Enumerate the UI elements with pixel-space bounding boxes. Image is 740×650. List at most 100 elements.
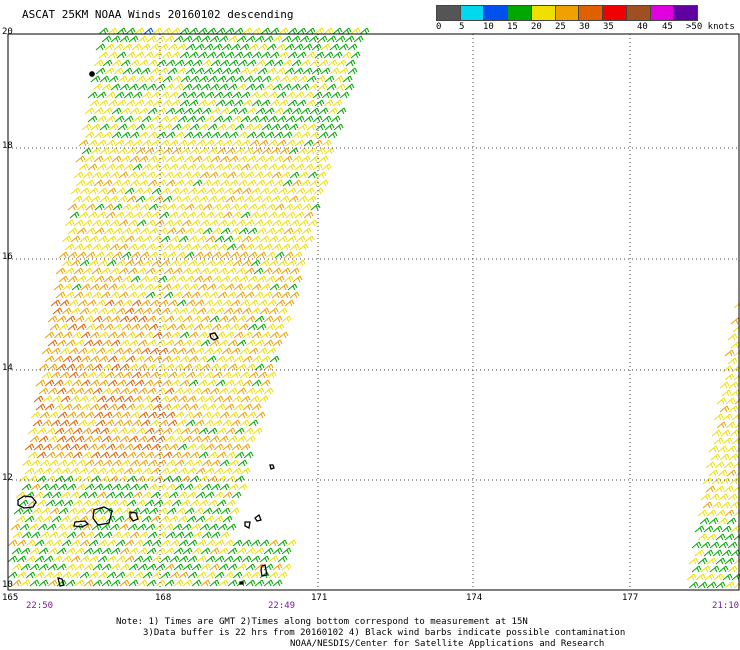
- wind-barb: [211, 227, 222, 235]
- wind-barb: [181, 523, 192, 531]
- wind-barb: [223, 235, 234, 243]
- wind-barb: [134, 51, 145, 59]
- wind-barb: [83, 363, 94, 371]
- wind-barb: [61, 555, 72, 563]
- wind-barb: [146, 315, 157, 323]
- wind-barb: [162, 195, 173, 203]
- wind-barb: [244, 267, 255, 275]
- wind-barb: [45, 475, 56, 483]
- wind-barb: [132, 115, 143, 123]
- wind-barb: [74, 563, 85, 571]
- wind-barb: [92, 563, 103, 571]
- wind-barb: [125, 99, 136, 107]
- wind-barb: [164, 563, 175, 571]
- wind-barb: [182, 83, 193, 91]
- wind-barb: [212, 371, 223, 379]
- wind-barb: [133, 187, 144, 195]
- wind-barb: [119, 579, 130, 587]
- wind-barb: [83, 435, 94, 443]
- wind-barb: [729, 429, 740, 437]
- wind-barb: [132, 139, 143, 147]
- wind-barb: [148, 227, 159, 235]
- wind-barb: [240, 115, 251, 123]
- wind-barb: [271, 219, 282, 227]
- wind-barb: [227, 387, 238, 395]
- wind-barb: [147, 411, 158, 419]
- note-line: Note: 1) Times are GMT 2)Times along bot…: [116, 617, 528, 627]
- wind-barb: [135, 427, 146, 435]
- wind-barb: [165, 531, 176, 539]
- wind-barb: [280, 171, 291, 179]
- wind-barb: [727, 565, 738, 573]
- wind-barb: [245, 387, 256, 395]
- wind-barb: [208, 171, 219, 179]
- wind-barb: [90, 427, 101, 435]
- wind-barb: [152, 379, 163, 387]
- wind-barb: [250, 571, 261, 579]
- wind-barb: [181, 291, 192, 299]
- wind-barb: [25, 539, 36, 547]
- wind-barb: [206, 379, 217, 387]
- wind-barb: [205, 571, 216, 579]
- wind-barb: [62, 283, 73, 291]
- wind-barb: [34, 555, 45, 563]
- wind-barb: [236, 435, 247, 443]
- wind-barb: [300, 131, 311, 139]
- wind-barb: [209, 83, 220, 91]
- wind-barb: [25, 571, 36, 579]
- wind-barb: [691, 565, 702, 573]
- wind-barb: [135, 451, 146, 459]
- wind-barb: [165, 107, 176, 115]
- legend-label: 35: [603, 22, 614, 32]
- wind-barb: [87, 139, 98, 147]
- wind-barb: [82, 291, 93, 299]
- wind-barb: [150, 443, 161, 451]
- wind-barb: [228, 483, 239, 491]
- wind-barb: [69, 443, 80, 451]
- wind-barb: [183, 107, 194, 115]
- wind-barb: [187, 571, 198, 579]
- wind-barb: [125, 331, 136, 339]
- wind-barb: [96, 139, 107, 147]
- wind-barb: [111, 411, 122, 419]
- wind-barb: [52, 539, 63, 547]
- wind-barb: [147, 531, 158, 539]
- wind-barb: [240, 467, 251, 475]
- wind-barb: [274, 251, 285, 259]
- wind-barb: [213, 115, 224, 123]
- wind-barb: [52, 571, 63, 579]
- wind-barb: [197, 355, 208, 363]
- wind-barb: [264, 179, 275, 187]
- wind-barb: [268, 307, 279, 315]
- wind-barb: [64, 243, 75, 251]
- wind-barb: [110, 547, 121, 555]
- wind-barb: [128, 83, 139, 91]
- wind-barb: [236, 563, 247, 571]
- wind-barb: [103, 203, 114, 211]
- wind-barb: [299, 35, 310, 43]
- wind-barb: [298, 243, 309, 251]
- wind-barb: [314, 51, 325, 59]
- wind-barb: [288, 123, 299, 131]
- wind-barb: [220, 203, 231, 211]
- wind-barb: [161, 99, 172, 107]
- wind-barb: [71, 379, 82, 387]
- wind-barb: [114, 91, 125, 99]
- wind-barb: [216, 451, 227, 459]
- wind-barb: [262, 219, 273, 227]
- wind-barb: [208, 291, 219, 299]
- wind-barb: [338, 43, 349, 51]
- wind-barb: [285, 211, 296, 219]
- wind-barb: [101, 563, 112, 571]
- wind-barb: [263, 363, 274, 371]
- wind-barb: [157, 251, 168, 259]
- wind-barb: [90, 147, 101, 155]
- wind-barb: [233, 283, 244, 291]
- wind-barb: [157, 275, 168, 283]
- wind-barb: [56, 563, 67, 571]
- wind-barb: [106, 307, 117, 315]
- wind-barb: [321, 115, 332, 123]
- wind-barb: [179, 99, 190, 107]
- wind-barb: [49, 507, 60, 515]
- wind-barb: [60, 443, 71, 451]
